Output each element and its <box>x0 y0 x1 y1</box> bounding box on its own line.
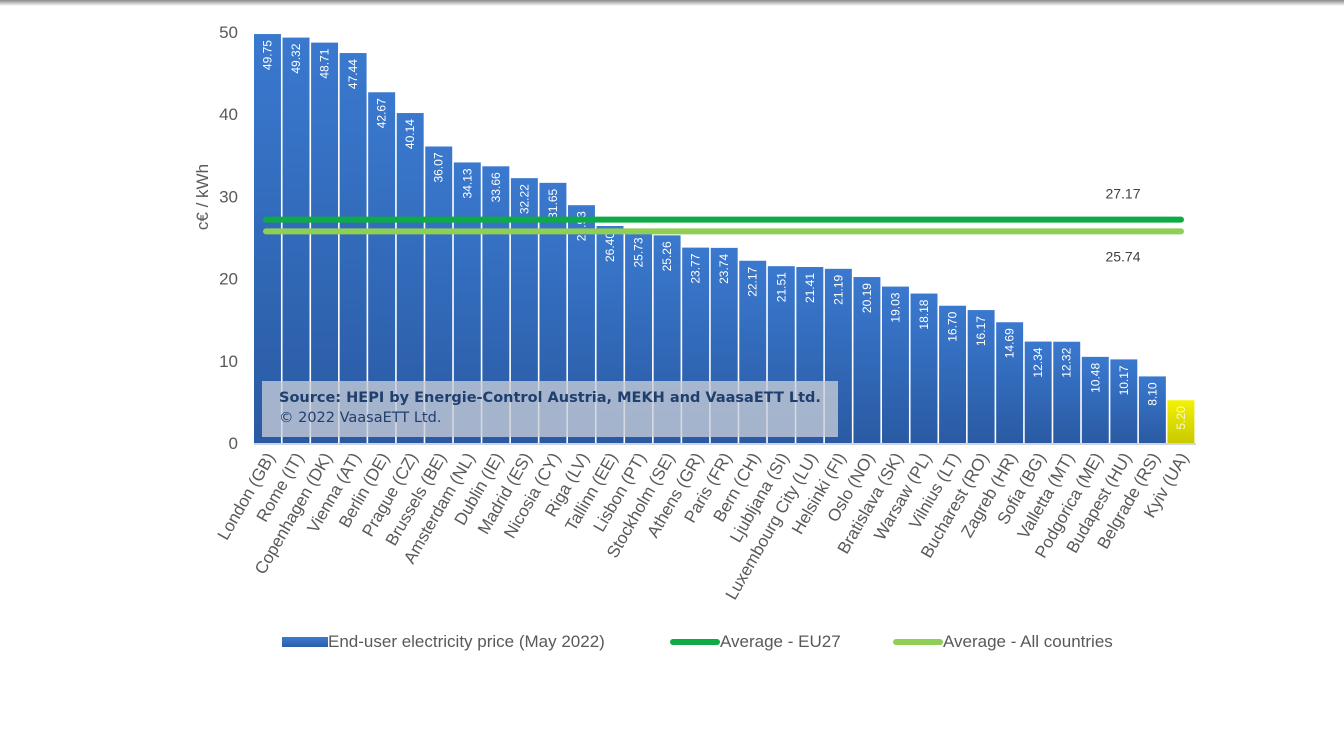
bar-value-label: 12.34 <box>1031 347 1045 377</box>
line-swatch-icon <box>893 639 943 645</box>
copyright-line: © 2022 VaasaETT Ltd. <box>279 410 442 426</box>
bar <box>939 305 967 443</box>
bar <box>1024 341 1052 443</box>
bar <box>853 277 881 443</box>
bar-value-label: 23.74 <box>717 254 731 284</box>
y-axis-label: c€ / kWh <box>193 164 212 230</box>
bar <box>1138 376 1166 443</box>
y-tick-label: 30 <box>219 187 238 206</box>
bar <box>910 293 938 443</box>
legend-label: Average - All countries <box>943 632 1113 651</box>
bar-value-label: 14.69 <box>1003 328 1017 358</box>
source-line: Source: HEPI by Energie-Control Austria,… <box>279 390 821 406</box>
bar-value-label: 16.70 <box>946 311 960 341</box>
y-tick-label: 50 <box>219 23 238 42</box>
legend-item-price: End-user electricity price (May 2022) <box>282 632 605 652</box>
source-annotation: Source: HEPI by Energie-Control Austria,… <box>262 381 838 437</box>
bar-value-label: 21.19 <box>831 274 845 304</box>
bar-value-label: 8.10 <box>1145 382 1159 406</box>
bar <box>1053 341 1081 443</box>
bar <box>882 286 909 443</box>
bar-value-label: 22.17 <box>746 266 760 296</box>
bar-value-label: 42.67 <box>375 98 389 128</box>
bar <box>1167 400 1195 443</box>
y-tick-label: 0 <box>229 434 238 453</box>
bar-value-label: 23.77 <box>689 253 703 283</box>
y-tick-label: 20 <box>219 270 238 289</box>
bar-value-label: 5.20 <box>1174 406 1188 430</box>
bar <box>996 322 1024 443</box>
bar <box>311 42 339 444</box>
bar-value-label: 25.26 <box>660 241 674 271</box>
average-lines: 27.17 25.74 <box>263 186 1184 264</box>
bar-value-label: 25.73 <box>632 237 646 267</box>
bar-value-label: 31.65 <box>546 189 560 219</box>
bar-value-label: 40.14 <box>403 119 417 149</box>
bar-value-label: 10.48 <box>1088 363 1102 393</box>
bar-value-label: 48.71 <box>318 48 332 78</box>
y-tick-label: 40 <box>219 105 238 124</box>
bar-value-label: 26.40 <box>603 232 617 262</box>
average-value-label: 25.74 <box>1105 248 1140 264</box>
bars: 49.75 49.32 48.71 47.44 42.67 40.14 36.07 34.13… <box>254 34 1196 445</box>
x-axis-labels: London (GB)Rome (IT)Copenhagen (DK)Vienn… <box>214 450 1193 604</box>
bar-value-label: 49.32 <box>289 43 303 73</box>
bar <box>1081 356 1109 443</box>
bar-value-label: 10.17 <box>1117 365 1131 395</box>
legend-item-eu27: Average - EU27 <box>670 632 841 652</box>
legend-item-all: Average - All countries <box>893 632 1113 652</box>
bar-value-label: 18.18 <box>917 299 931 329</box>
bar-value-label: 19.03 <box>888 292 902 322</box>
bar-value-label: 33.66 <box>489 172 503 202</box>
bar-value-label: 47.44 <box>346 59 360 89</box>
bar-value-label: 34.13 <box>460 168 474 198</box>
legend-label: Average - EU27 <box>720 632 841 651</box>
bar-value-label: 28.93 <box>574 211 588 241</box>
bar-value-label: 49.75 <box>260 40 274 70</box>
legend: End-user electricity price (May 2022) Av… <box>0 632 1344 656</box>
y-tick-label: 10 <box>219 352 238 371</box>
top-shadow <box>0 0 1344 6</box>
bar-swatch-icon <box>282 637 328 647</box>
average-value-label: 27.17 <box>1105 186 1140 202</box>
bar-value-label: 21.41 <box>803 273 817 303</box>
bar <box>282 37 310 443</box>
bar-value-label: 16.17 <box>974 316 988 346</box>
bar-value-label: 12.32 <box>1060 347 1074 377</box>
bar-value-label: 20.19 <box>860 283 874 313</box>
line-swatch-icon <box>670 639 720 645</box>
bar <box>339 53 367 443</box>
bar <box>967 310 995 443</box>
y-axis: 0 10 20 30 40 50 <box>219 23 238 453</box>
bar-value-label: 21.51 <box>774 272 788 302</box>
bar <box>254 34 281 444</box>
bar-value-label: 32.22 <box>517 184 531 214</box>
bar-value-label: 36.07 <box>432 152 446 182</box>
bar <box>1110 359 1138 443</box>
legend-label: End-user electricity price (May 2022) <box>328 632 605 651</box>
